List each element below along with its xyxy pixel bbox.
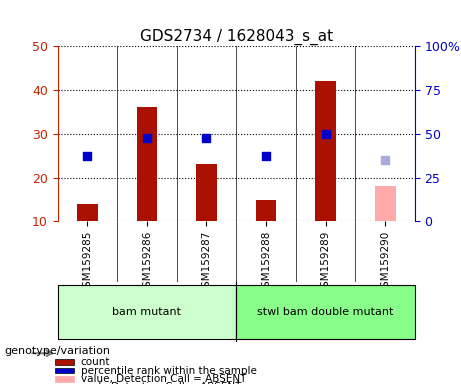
Text: GSM159290: GSM159290: [380, 230, 390, 294]
Text: GSM159287: GSM159287: [201, 230, 212, 294]
Text: genotype/variation: genotype/variation: [5, 346, 111, 356]
Text: stwl bam double mutant: stwl bam double mutant: [257, 307, 394, 317]
Text: value, Detection Call = ABSENT: value, Detection Call = ABSENT: [81, 374, 246, 384]
FancyBboxPatch shape: [236, 285, 415, 339]
Point: [143, 135, 151, 141]
Bar: [315, 81, 336, 222]
Title: GDS2734 / 1628043_s_at: GDS2734 / 1628043_s_at: [140, 28, 333, 45]
Text: bam mutant: bam mutant: [112, 307, 182, 317]
Bar: [375, 186, 396, 222]
Bar: [255, 200, 277, 222]
FancyBboxPatch shape: [58, 285, 236, 339]
Point: [203, 135, 210, 141]
Bar: [136, 108, 157, 222]
Bar: [77, 204, 98, 222]
Point: [322, 131, 329, 137]
Text: count: count: [81, 357, 110, 367]
Bar: [196, 164, 217, 222]
Text: rank, Detection Call = ABSENT: rank, Detection Call = ABSENT: [81, 382, 241, 384]
Text: percentile rank within the sample: percentile rank within the sample: [81, 366, 257, 376]
Text: GSM159285: GSM159285: [83, 230, 92, 294]
Point: [84, 152, 91, 159]
Point: [381, 157, 389, 163]
Point: [262, 152, 270, 159]
Text: GSM159289: GSM159289: [320, 230, 331, 294]
Text: GSM159286: GSM159286: [142, 230, 152, 294]
Text: GSM159288: GSM159288: [261, 230, 271, 294]
